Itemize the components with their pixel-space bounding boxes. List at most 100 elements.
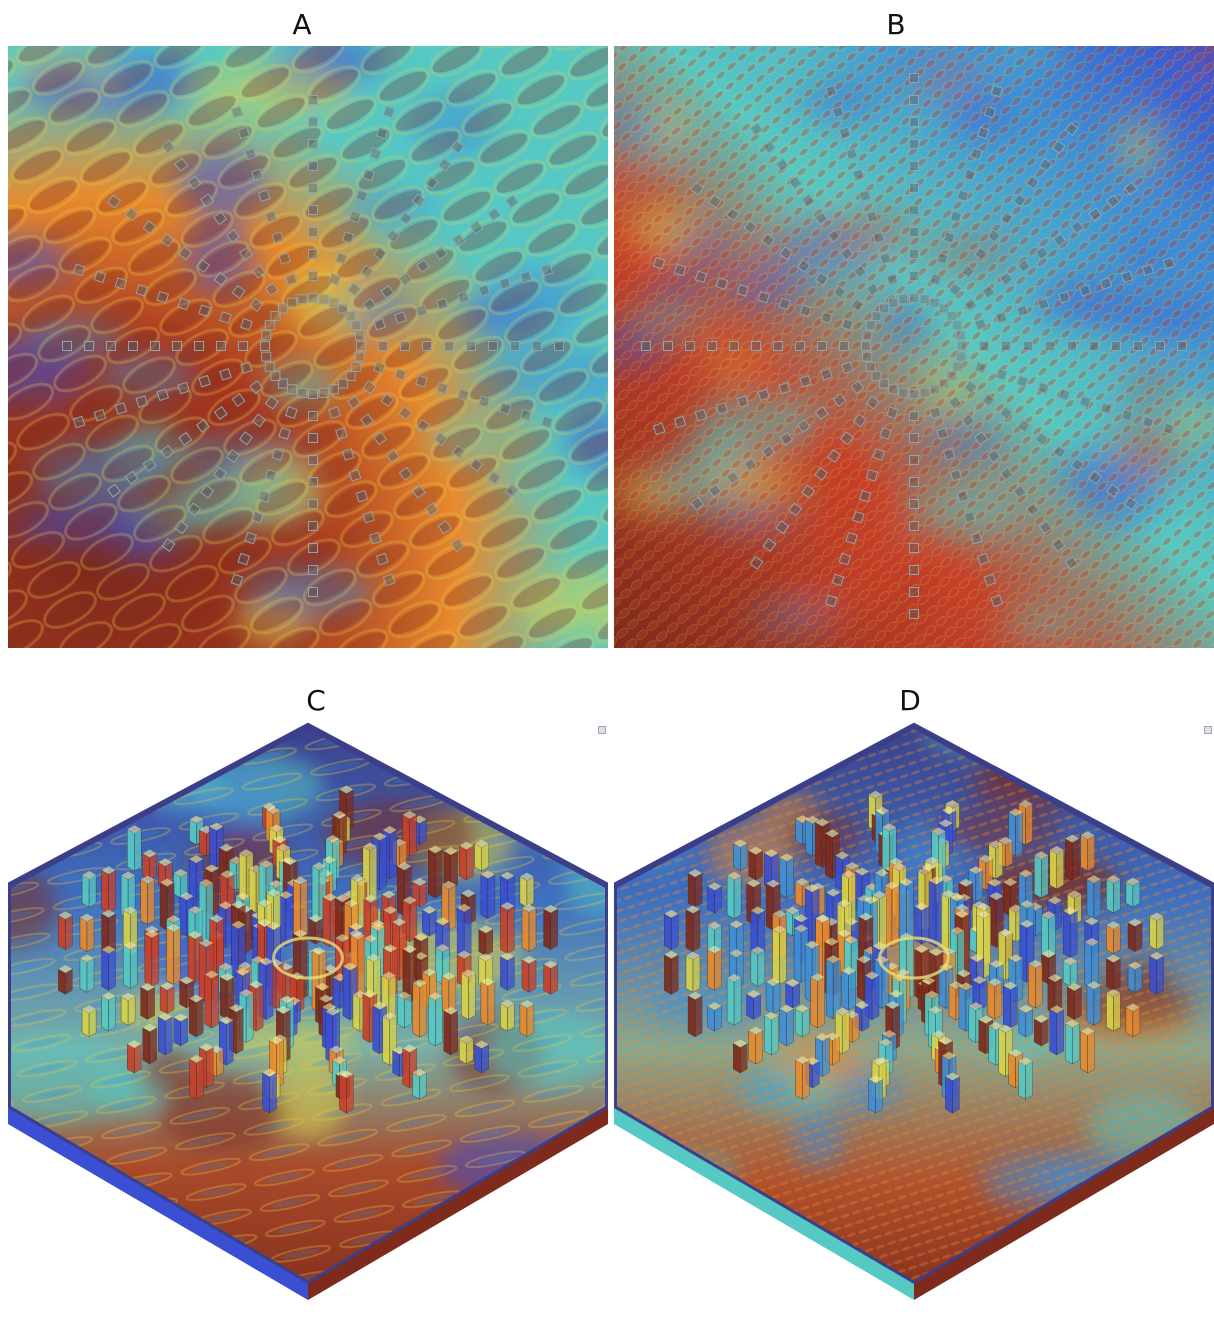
scatterer bbox=[505, 483, 520, 498]
tower bbox=[123, 941, 138, 950]
corner-marker-icon bbox=[598, 726, 606, 734]
tower bbox=[272, 835, 287, 844]
scatterer bbox=[362, 510, 375, 524]
tower bbox=[279, 995, 294, 1004]
tower bbox=[1086, 984, 1095, 1026]
scatterer bbox=[436, 381, 449, 395]
scatterer bbox=[260, 341, 270, 351]
tower bbox=[726, 977, 735, 1026]
scatterer bbox=[398, 466, 413, 481]
tower bbox=[794, 1008, 803, 1038]
scatterer bbox=[433, 431, 448, 446]
scatterer bbox=[970, 147, 983, 161]
scatterer bbox=[264, 210, 278, 223]
scatterer bbox=[743, 220, 758, 235]
tower bbox=[1106, 958, 1114, 991]
tower bbox=[189, 994, 204, 1003]
scatterer bbox=[519, 270, 533, 284]
tower bbox=[456, 907, 465, 958]
tower bbox=[323, 893, 338, 902]
scatterer bbox=[839, 341, 849, 351]
tower bbox=[266, 921, 281, 930]
scatterer bbox=[673, 415, 687, 429]
tower bbox=[805, 884, 820, 893]
tower bbox=[1149, 916, 1157, 951]
scatterer bbox=[872, 231, 886, 244]
tower bbox=[487, 981, 496, 1026]
tower bbox=[370, 922, 385, 931]
tower bbox=[441, 972, 456, 981]
scatterer bbox=[308, 521, 318, 531]
tower bbox=[841, 870, 856, 879]
tower bbox=[239, 849, 254, 858]
tower bbox=[942, 1051, 957, 1060]
tower bbox=[929, 948, 944, 957]
tower bbox=[318, 994, 333, 1003]
scatterer bbox=[888, 297, 899, 308]
tower bbox=[757, 950, 766, 987]
scatterer bbox=[328, 384, 339, 395]
tower bbox=[478, 953, 493, 962]
tower bbox=[526, 876, 535, 908]
scatterer bbox=[160, 444, 175, 459]
scatterer bbox=[498, 402, 512, 415]
scatterer bbox=[845, 531, 858, 545]
panel-label-a: A bbox=[292, 8, 312, 41]
scatterer bbox=[1012, 193, 1027, 208]
scatterer bbox=[796, 259, 811, 274]
tower bbox=[1003, 985, 1011, 1029]
scatterer bbox=[240, 318, 253, 331]
scatterer bbox=[177, 381, 190, 395]
scatterer bbox=[778, 381, 791, 395]
scatterer bbox=[909, 543, 919, 553]
tower bbox=[801, 1008, 810, 1038]
tower bbox=[500, 999, 515, 1008]
tower bbox=[248, 868, 257, 914]
tower bbox=[1149, 955, 1157, 995]
tower bbox=[805, 940, 820, 949]
tower bbox=[1015, 812, 1023, 857]
scatterer bbox=[380, 393, 395, 408]
tower bbox=[189, 815, 204, 824]
tower bbox=[671, 954, 679, 995]
tower bbox=[278, 891, 293, 900]
scatterer bbox=[230, 573, 244, 587]
scatterer bbox=[174, 157, 189, 172]
tower bbox=[1025, 803, 1033, 846]
scatterer bbox=[261, 351, 272, 362]
tower bbox=[664, 950, 679, 959]
tower bbox=[402, 1047, 410, 1089]
tower bbox=[188, 931, 203, 940]
scatterer bbox=[161, 139, 176, 154]
tower bbox=[257, 899, 272, 908]
tower bbox=[404, 995, 412, 1029]
tower bbox=[733, 842, 741, 872]
tower bbox=[835, 851, 850, 860]
scatterer bbox=[952, 320, 963, 331]
scatterer-array-b bbox=[641, 73, 1187, 619]
scatterer bbox=[909, 271, 919, 281]
tower-array-c bbox=[58, 785, 558, 1114]
tower bbox=[366, 953, 381, 962]
tower bbox=[1041, 949, 1056, 958]
tower bbox=[219, 976, 228, 1020]
tower bbox=[1028, 963, 1036, 1009]
tower bbox=[350, 931, 365, 940]
scatterer bbox=[976, 126, 990, 140]
scatterer bbox=[72, 263, 86, 277]
tower bbox=[815, 818, 830, 827]
tower bbox=[733, 875, 742, 920]
tower bbox=[727, 871, 742, 880]
scatterer bbox=[788, 175, 803, 190]
tower bbox=[1035, 963, 1043, 1009]
tower bbox=[459, 1035, 474, 1044]
scatterer bbox=[979, 341, 989, 351]
tower bbox=[988, 1025, 996, 1066]
tower bbox=[899, 878, 914, 887]
scatterer bbox=[761, 233, 776, 248]
scatterer bbox=[929, 406, 942, 419]
scatterer bbox=[983, 105, 997, 119]
scatterer bbox=[394, 368, 407, 381]
scatterer bbox=[213, 211, 228, 226]
tower bbox=[108, 995, 116, 1032]
